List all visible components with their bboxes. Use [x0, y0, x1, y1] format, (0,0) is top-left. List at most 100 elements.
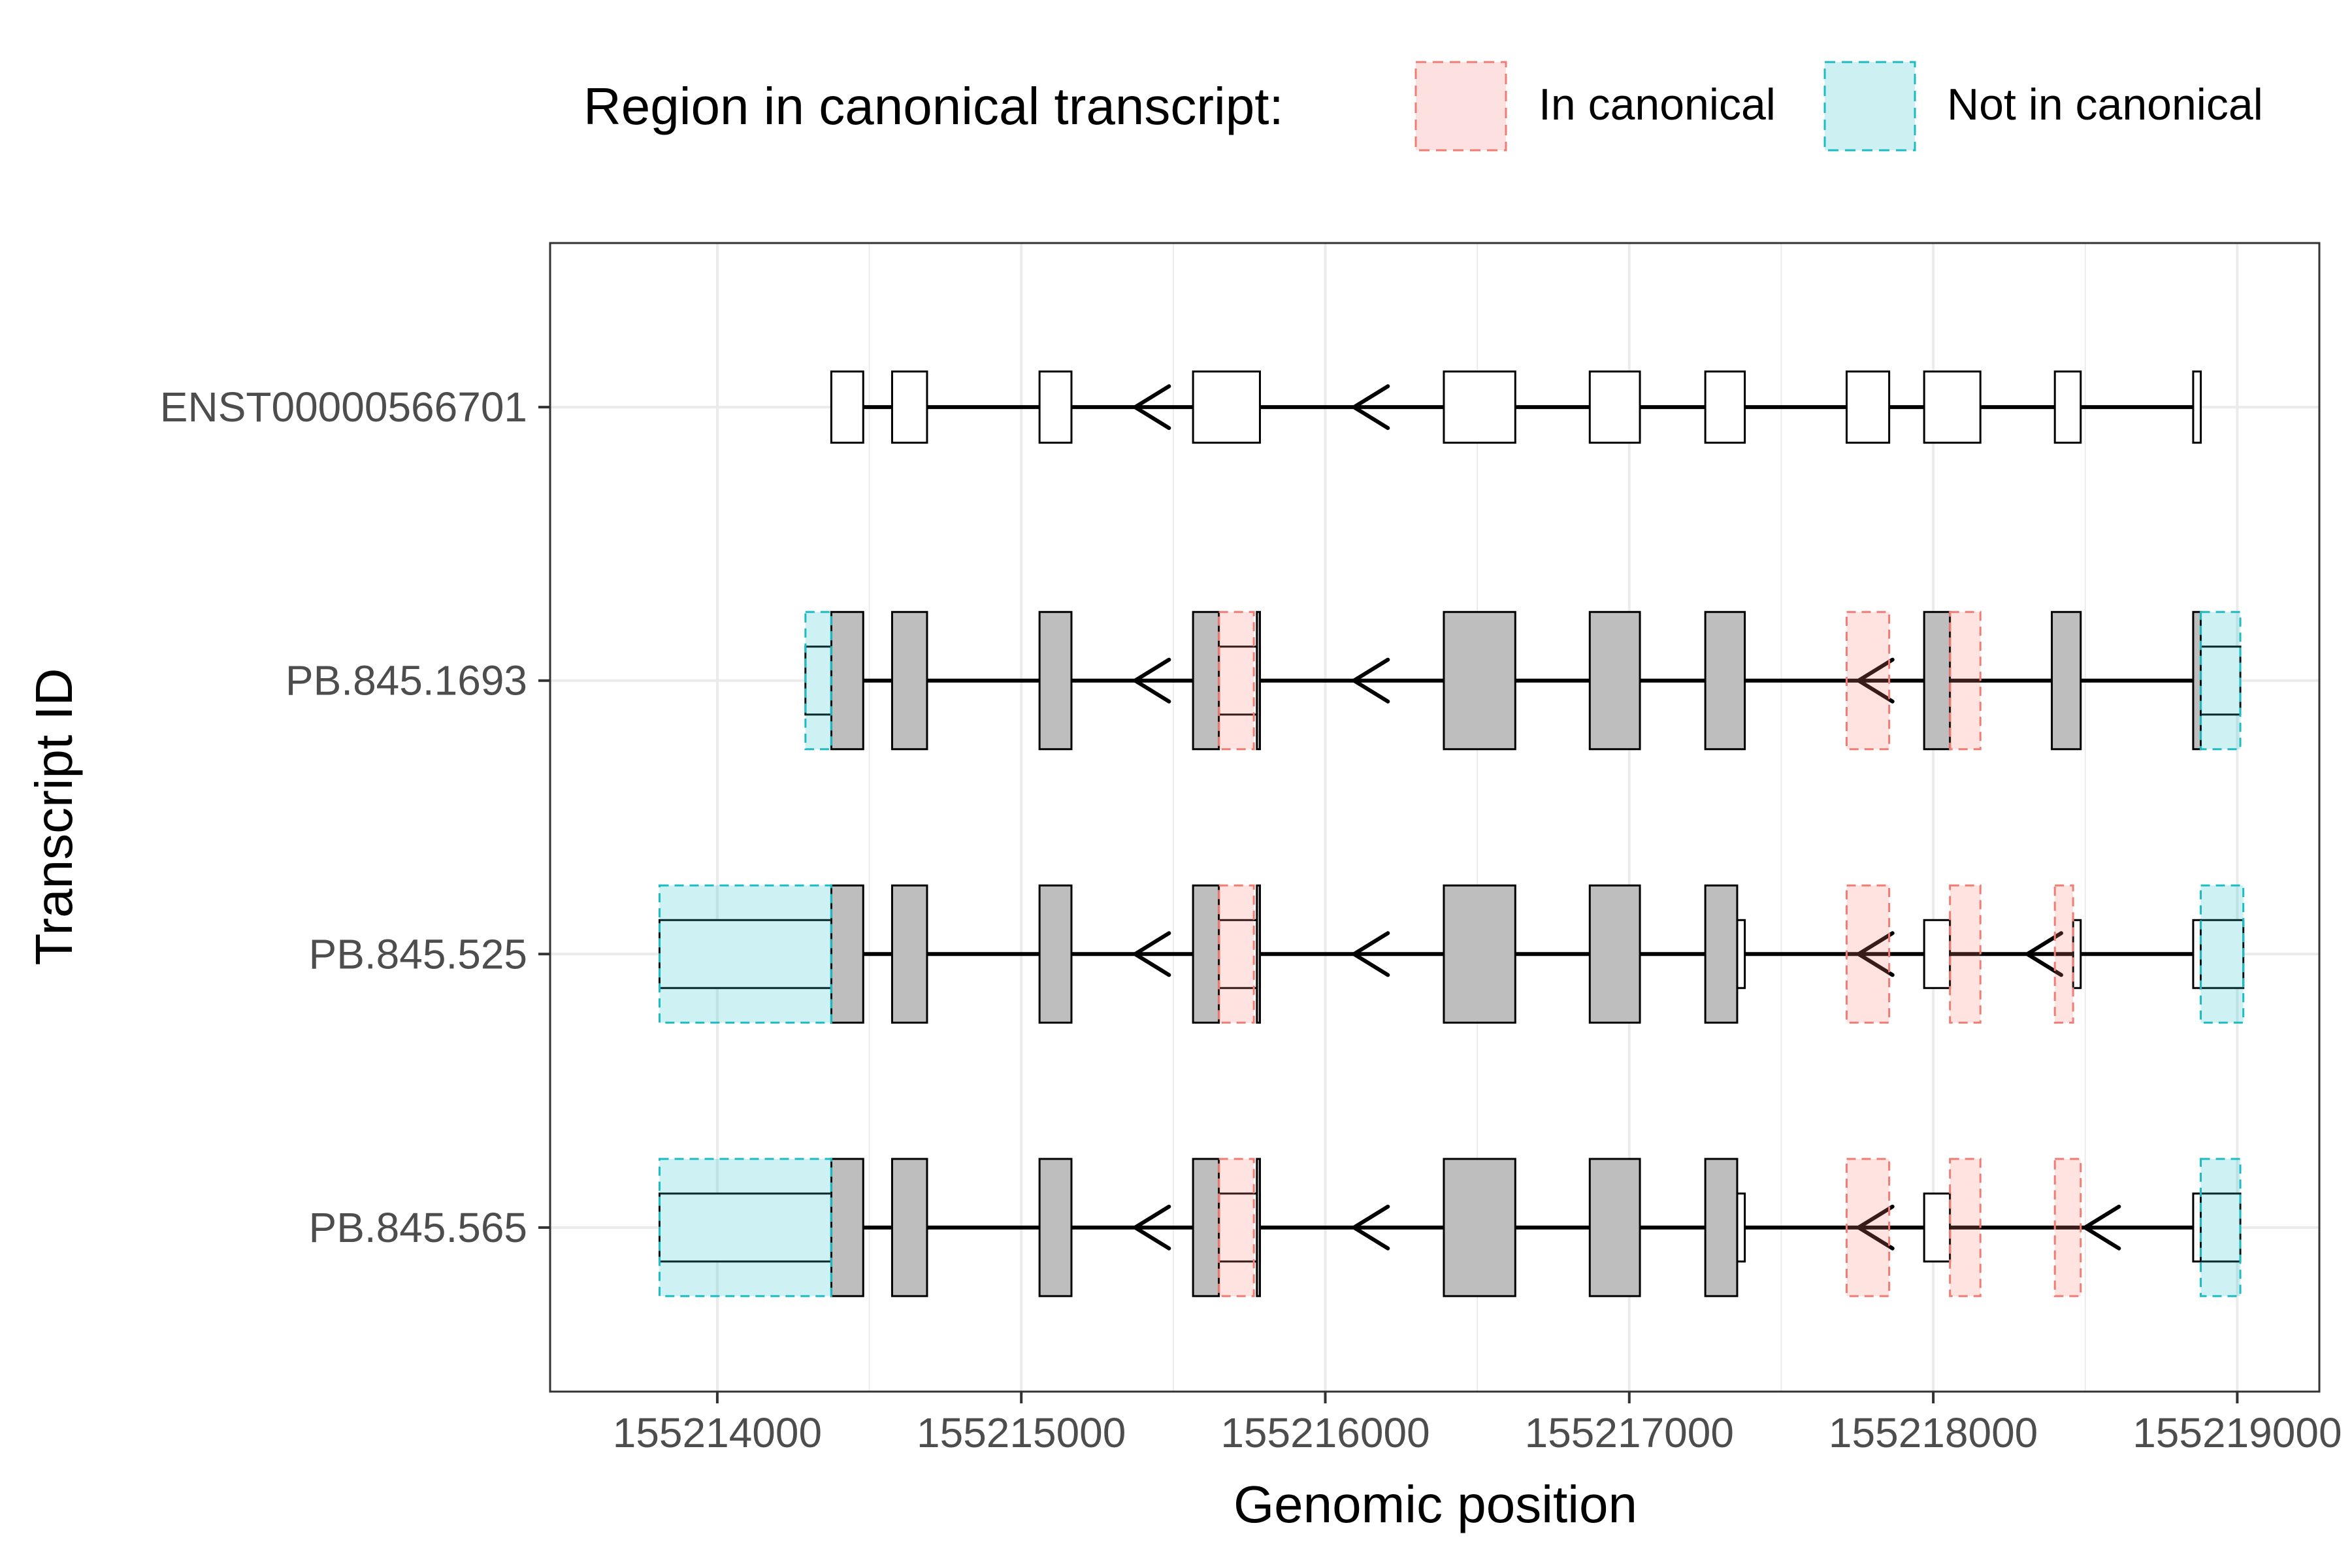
- region-in-canonical: [1845, 884, 1891, 1024]
- x-tick-label: 155214000: [613, 1409, 822, 1456]
- region-in-canonical: [2053, 884, 2074, 1024]
- direction-arrow: [1133, 384, 1171, 431]
- direction-arrow: [1856, 657, 1895, 704]
- exon-cds: [1256, 611, 1261, 751]
- exon-utr: [2053, 370, 2082, 444]
- exon-cds: [890, 884, 928, 1024]
- exon-cds: [1443, 884, 1516, 1024]
- region-in-canonical: [1845, 1158, 1891, 1298]
- exon-utr: [804, 645, 832, 716]
- exon-cds: [830, 1158, 864, 1298]
- exon-cds: [1256, 884, 1261, 1024]
- exon-cds: [1038, 884, 1073, 1024]
- region-not-in-canonical: [2200, 1158, 2242, 1298]
- legend-label-in-canonical: In canonical: [1539, 80, 1776, 129]
- exon-cds: [1588, 611, 1641, 751]
- region-in-canonical: [1218, 1158, 1255, 1298]
- region-in-canonical: [1949, 611, 1982, 751]
- region-in-canonical: [1218, 611, 1255, 751]
- exon-utr: [2072, 919, 2082, 989]
- region-not-in-canonical: [804, 611, 832, 751]
- exon-utr: [659, 919, 832, 989]
- region-not-in-canonical: [2200, 884, 2245, 1024]
- exon-utr: [2200, 1192, 2242, 1263]
- exon-cds: [2192, 611, 2202, 751]
- direction-arrow: [2025, 931, 2063, 977]
- exon-cds: [1704, 611, 1746, 751]
- exon-utr: [1923, 370, 1982, 444]
- exon-cds: [1443, 611, 1516, 751]
- exon-utr: [1443, 370, 1516, 444]
- y-tick-label: PB.845.565: [309, 1204, 528, 1251]
- x-tick-label: 155216000: [1220, 1409, 1429, 1456]
- transcript-track: [659, 884, 2245, 1024]
- exon-cds: [1588, 1158, 1641, 1298]
- y-tick-label: PB.845.1693: [286, 657, 527, 704]
- direction-arrow: [1352, 1204, 1390, 1250]
- exon-utr: [1192, 370, 1261, 444]
- x-tick-label: 155218000: [1829, 1409, 2038, 1456]
- exon-cds: [1256, 1158, 1261, 1298]
- exon-utr: [1038, 370, 1073, 444]
- exon-cds: [1443, 1158, 1516, 1298]
- region-in-canonical: [1949, 884, 1982, 1024]
- direction-arrow: [1352, 384, 1390, 431]
- exon-cds: [2051, 611, 2082, 751]
- transcript-track: [830, 370, 2202, 444]
- exon-utr: [1923, 1192, 1952, 1263]
- region-not-in-canonical: [2200, 611, 2242, 751]
- y-tick-label: PB.845.525: [309, 930, 528, 977]
- exon-cds: [830, 884, 864, 1024]
- panel-border: [549, 242, 2321, 1393]
- exon-cds: [1588, 884, 1641, 1024]
- exon-cds: [1192, 611, 1220, 751]
- legend: Region in canonical transcript: In canon…: [583, 61, 2263, 152]
- direction-arrow: [1133, 657, 1171, 704]
- exon-cds: [1192, 884, 1220, 1024]
- region-not-in-canonical: [659, 884, 832, 1024]
- exon-cds: [1038, 611, 1073, 751]
- exon-utr: [890, 370, 928, 444]
- direction-arrow: [1133, 1204, 1171, 1250]
- x-tick-label: 155215000: [917, 1409, 1126, 1456]
- region-in-canonical: [1218, 884, 1255, 1024]
- exon-utr: [2192, 370, 2202, 444]
- exon-cds: [1038, 1158, 1073, 1298]
- direction-arrow: [1856, 931, 1895, 977]
- region-in-canonical: [2053, 1158, 2082, 1298]
- exon-utr: [1923, 919, 1952, 989]
- y-axis: ENST00000566701 PB.845.1693 PB.845.525 PB.8…: [160, 384, 550, 1251]
- exon-utr: [1845, 370, 1891, 444]
- exon-cds: [1923, 611, 1952, 751]
- x-axis-title: Genomic position: [1233, 1475, 1637, 1533]
- exon-utr: [1704, 370, 1746, 444]
- transcript-track: [659, 1158, 2242, 1298]
- legend-swatch-in-canonical: [1414, 61, 1507, 152]
- y-axis-title: Transcript ID: [25, 668, 83, 966]
- exon-utr: [1736, 919, 1746, 989]
- exon-cds: [1192, 1158, 1220, 1298]
- transcript-tracks: [659, 370, 2245, 1298]
- region-not-in-canonical: [659, 1158, 832, 1298]
- direction-arrow: [1856, 1204, 1895, 1250]
- x-tick-label: 155217000: [1525, 1409, 1734, 1456]
- exon-utr: [830, 370, 864, 444]
- x-tick-label: 155219000: [2132, 1409, 2342, 1456]
- direction-arrow: [1352, 931, 1390, 977]
- y-tick-label: ENST00000566701: [160, 384, 527, 431]
- exon-cds: [830, 611, 864, 751]
- direction-arrow: [2083, 1204, 2121, 1250]
- direction-arrow: [1352, 657, 1390, 704]
- region-in-canonical: [1845, 611, 1891, 751]
- legend-title: Region in canonical transcript:: [583, 77, 1284, 135]
- exon-cds: [890, 1158, 928, 1298]
- exon-cds: [1704, 884, 1739, 1024]
- exon-utr: [2192, 1192, 2202, 1263]
- region-in-canonical: [1949, 1158, 1982, 1298]
- exon-utr: [2192, 919, 2202, 989]
- exon-utr: [1736, 1192, 1746, 1263]
- direction-arrow: [1133, 931, 1171, 977]
- legend-label-not-in-canonical: Not in canonical: [1947, 80, 2263, 129]
- x-axis: 155214000 155215000 155216000 155217000 1552…: [613, 1392, 2342, 1456]
